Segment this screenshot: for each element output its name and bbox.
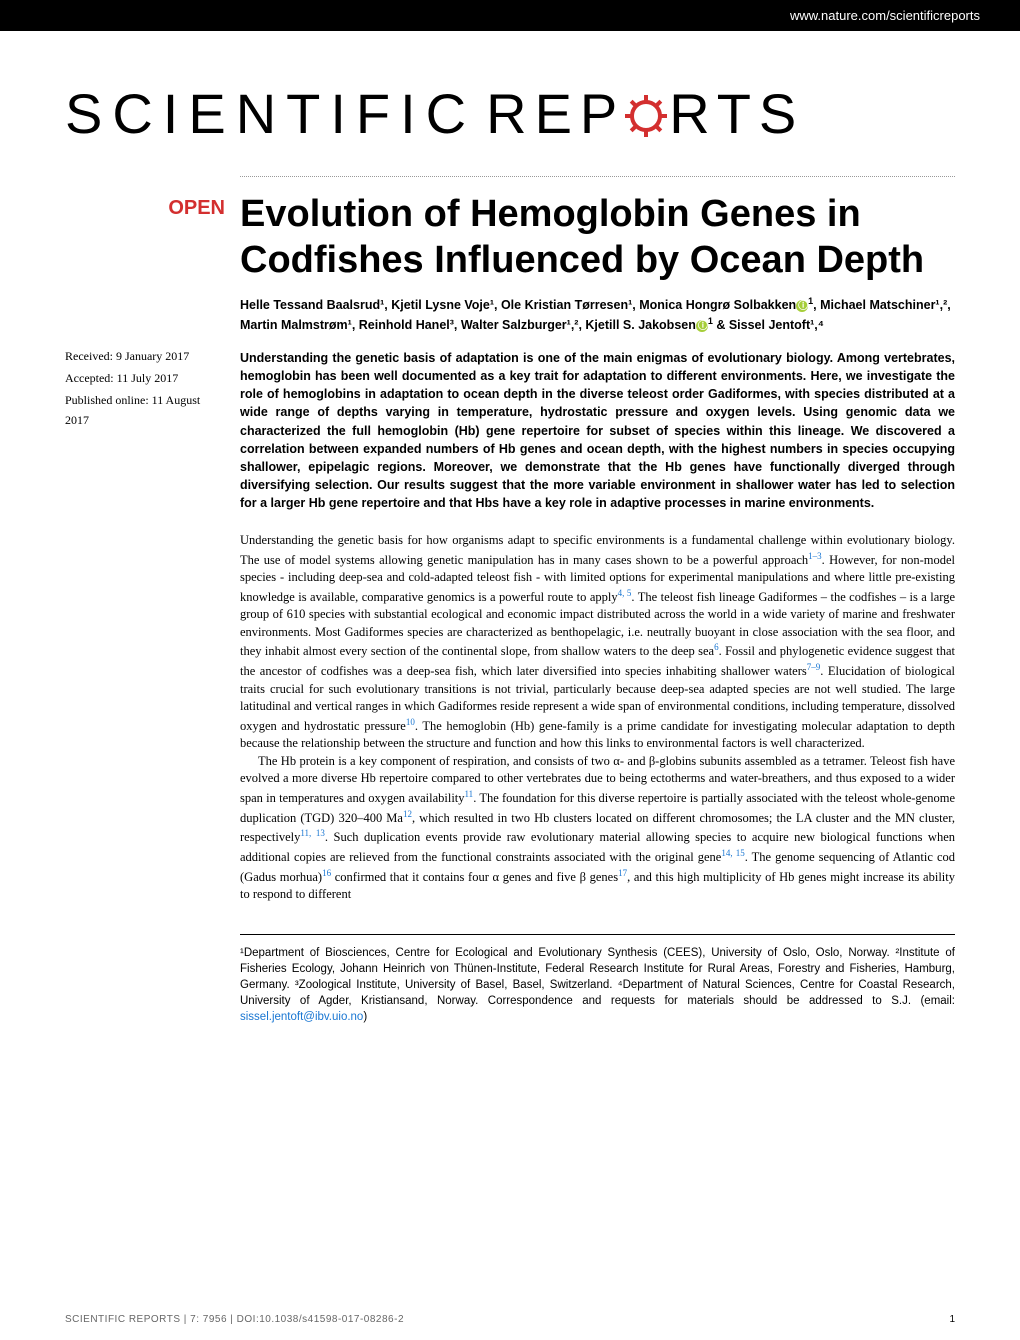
page-number: 1 — [949, 1314, 955, 1325]
accepted-date: Accepted: 11 July 2017 — [65, 369, 225, 388]
authors-list: Helle Tessand Baalsrud¹, Kjetil Lysne Vo… — [240, 295, 955, 335]
header-bar: www.nature.com/scientificreports — [0, 0, 1020, 31]
abstract: Understanding the genetic basis of adapt… — [240, 349, 955, 512]
gear-icon — [621, 89, 671, 139]
published-date: Published online: 11 August 2017 — [65, 391, 225, 429]
authors-part1: Helle Tessand Baalsrud¹, Kjetil Lysne Vo… — [240, 298, 796, 312]
content-area: OPEN Received: 9 January 2017 Accepted: … — [0, 177, 1020, 1025]
ref-link[interactable]: 12 — [403, 809, 412, 819]
logo-rep: REP — [486, 81, 625, 146]
ref-link[interactable]: 16 — [322, 868, 331, 878]
ref-link[interactable]: 7–9 — [807, 662, 821, 672]
header-url[interactable]: www.nature.com/scientificreports — [790, 8, 980, 23]
received-date: Received: 9 January 2017 — [65, 347, 225, 366]
ref-link[interactable]: 4, 5 — [618, 588, 632, 598]
left-column: OPEN Received: 9 January 2017 Accepted: … — [65, 192, 240, 1025]
right-column: Evolution of Hemoglobin Genes in Codfish… — [240, 192, 955, 1025]
affiliations: ¹Department of Biosciences, Centre for E… — [240, 934, 955, 1025]
affiliations-text: ¹Department of Biosciences, Centre for E… — [240, 947, 955, 1007]
orcid-icon[interactable] — [796, 300, 808, 312]
email-link[interactable]: sissel.jentoft@ibv.uio.no — [240, 1011, 363, 1023]
article-title: Evolution of Hemoglobin Genes in Codfish… — [240, 192, 955, 283]
orcid-icon[interactable] — [696, 320, 708, 332]
open-badge: OPEN — [65, 192, 225, 224]
paragraph-2: The Hb protein is a key component of res… — [240, 753, 955, 904]
ref-link[interactable]: 11, 13 — [300, 828, 325, 838]
ref-link[interactable]: 11 — [465, 789, 474, 799]
footer-citation: SCIENTIFIC REPORTS | 7: 7956 | DOI:10.10… — [65, 1314, 404, 1325]
journal-logo: SCIENTIFIC REP RTS — [0, 31, 1020, 176]
footer: SCIENTIFIC REPORTS | 7: 7956 | DOI:10.10… — [65, 1314, 955, 1325]
body-text: Understanding the genetic basis for how … — [240, 532, 955, 904]
ref-link[interactable]: 10 — [406, 717, 415, 727]
logo-scientific: SCIENTIFIC — [65, 81, 476, 146]
ref-link[interactable]: 1–3 — [808, 551, 822, 561]
ref-link[interactable]: 14, 15 — [721, 848, 744, 858]
logo-rts: RTS — [669, 81, 804, 146]
paragraph-1: Understanding the genetic basis for how … — [240, 532, 955, 753]
authors-part3: & Sissel Jentoft¹,⁴ — [713, 318, 824, 332]
affiliations-close: ) — [363, 1011, 367, 1023]
ref-link[interactable]: 17 — [618, 868, 627, 878]
